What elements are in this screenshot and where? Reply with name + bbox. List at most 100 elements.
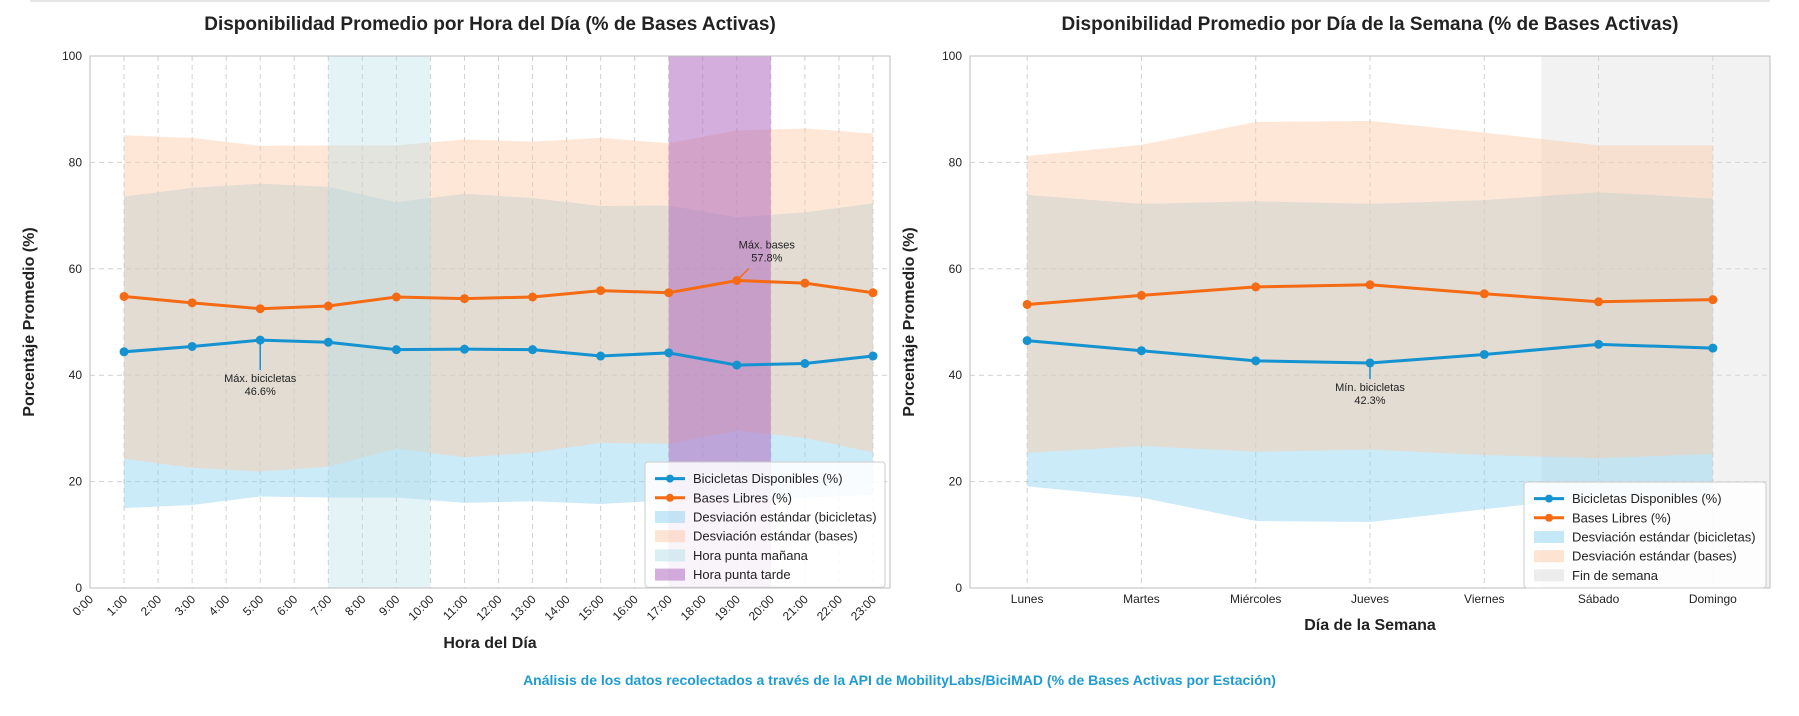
std-band-bikes (1027, 192, 1713, 523)
data-point (1022, 336, 1032, 346)
data-point (1594, 297, 1604, 307)
x-tick-label: 5:00 (240, 592, 267, 619)
legend-item: Hora punta mañana (655, 548, 809, 563)
legend-item: Desviación estándar (bases) (655, 529, 858, 544)
legend-swatch-patch (655, 511, 685, 523)
y-tick-label: 20 (69, 475, 83, 489)
x-tick-label: Viernes (1464, 592, 1504, 606)
data-point (596, 351, 606, 361)
legend-swatch-patch (1534, 531, 1564, 543)
legend-swatch-patch (1534, 569, 1564, 582)
y-tick-label: 40 (949, 368, 963, 382)
x-tick-label: 21:00 (780, 592, 811, 623)
legend-label: Bicicletas Disponibles (%) (693, 471, 843, 486)
x-tick-label: Sábado (1578, 592, 1620, 606)
annotation-value: 57.8% (751, 253, 782, 265)
data-point (255, 335, 265, 345)
data-point (800, 358, 810, 368)
legend-item: Bases Libres (%) (655, 490, 792, 505)
y-tick-label: 60 (69, 262, 83, 276)
legend-swatch-marker (666, 493, 674, 502)
data-point (596, 286, 606, 296)
legend-item: Bicicletas Disponibles (%) (1534, 491, 1722, 506)
x-tick-label: 10:00 (405, 592, 436, 623)
x-tick-label: 22:00 (814, 592, 845, 623)
legend-swatch-patch (655, 530, 685, 543)
legend-swatch-patch (655, 549, 685, 562)
legend-label: Desviación estándar (bases) (1572, 549, 1737, 564)
legend-label: Desviación estándar (bicicletas) (1572, 530, 1756, 545)
x-axis-label: Hora del Día (443, 635, 536, 652)
legend-item: Fin de semana (1534, 568, 1659, 583)
legend-label: Hora punta mañana (693, 548, 809, 563)
x-tick-label: Martes (1123, 592, 1160, 606)
x-tick-label: Miércoles (1230, 592, 1281, 606)
data-point (1708, 295, 1718, 305)
data-point (868, 288, 878, 298)
x-tick-label: 0:00 (70, 592, 97, 619)
charts-canvas: 0 20 40 60 80 100 0:00 1:00 2:00 3:00 4:00 5:00 6:00… (21, 14, 1771, 652)
x-tick-label: 19:00 (712, 592, 743, 623)
x-tick-label: 18:00 (678, 592, 709, 623)
legend-item: Desviación estándar (bicicletas) (655, 510, 877, 525)
x-tick-label: Lunes (1011, 592, 1044, 606)
std-band-bases (1027, 120, 1713, 459)
legend-swatch-marker (666, 474, 674, 483)
y-tick-label: 100 (62, 49, 82, 63)
x-tick-label: 23:00 (848, 592, 879, 623)
legend-item: Desviación estándar (bicicletas) (1534, 530, 1756, 545)
legend-label: Bases Libres (%) (1572, 510, 1671, 525)
data-point (1251, 356, 1261, 366)
data-point (528, 345, 538, 355)
data-point (800, 278, 810, 288)
legend-swatch-marker (1545, 494, 1553, 503)
data-point (391, 292, 401, 302)
x-tick-label: 7:00 (308, 592, 335, 619)
x-tick-label: Domingo (1689, 592, 1737, 606)
series-bases (1022, 280, 1718, 309)
data-point (187, 298, 197, 308)
data-point (1479, 349, 1489, 359)
legend-box (1523, 481, 1767, 589)
data-point (1365, 358, 1375, 368)
x-tick-label: 4:00 (206, 592, 233, 619)
x-tick-label: 6:00 (274, 592, 301, 619)
x-tick-label: 14:00 (542, 592, 573, 623)
annotation-value: 42.3% (1354, 395, 1385, 407)
data-point (732, 360, 742, 370)
legend-item: Desviación estándar (bases) (1534, 549, 1737, 564)
plot-frame (969, 55, 1771, 589)
plot-frame (89, 55, 891, 589)
y-tick-label: 40 (69, 368, 83, 382)
x-tick-label: 1:00 (104, 592, 131, 619)
data-point (323, 337, 333, 347)
x-tick-label: 17:00 (644, 592, 675, 623)
data-point (1022, 299, 1032, 309)
y-tick-label: 60 (949, 262, 963, 276)
x-tick-label: 15:00 (576, 592, 607, 623)
x-tick-label: 9:00 (376, 592, 403, 619)
series-bikes (1022, 336, 1718, 368)
legend-label: Bases Libres (%) (693, 490, 792, 505)
data-point (868, 351, 878, 361)
data-point (119, 347, 129, 357)
data-point (1708, 343, 1718, 353)
x-tick-label: 3:00 (172, 592, 199, 619)
legend: Bicicletas Disponibles (%) Bases Libres (… (1523, 481, 1767, 589)
legend-box (644, 461, 886, 588)
data-point (459, 294, 469, 304)
legend-item: Bases Libres (%) (1534, 510, 1671, 525)
footer-caption: Análisis de los datos recolectados a tra… (523, 672, 1276, 688)
x-tick-label: 13:00 (508, 592, 539, 623)
data-point (187, 341, 197, 351)
y-tick-label: 80 (949, 155, 963, 169)
annotation-arrow (738, 267, 750, 280)
y-tick-label: 100 (942, 49, 962, 63)
series-bases (119, 276, 878, 314)
chart-2: 0 20 40 60 80 100 Lunes Martes Miércoles Jueves Vi… (901, 14, 1771, 634)
x-tick-label: 20:00 (746, 592, 777, 623)
y-axis-label: Porcentaje Promedio (%) (901, 227, 918, 416)
y-tick-label: 20 (949, 475, 963, 489)
